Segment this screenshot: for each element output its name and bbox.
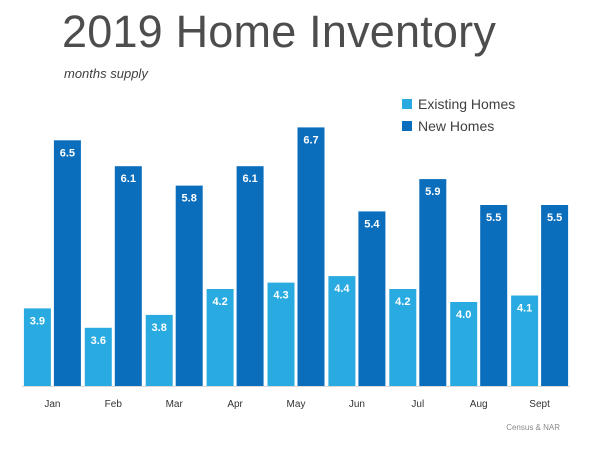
data-label-new-homes-jul: 5.9 bbox=[425, 186, 440, 198]
x-tick-label-jul: Jul bbox=[411, 399, 424, 410]
bar-existing-homes-feb bbox=[84, 327, 112, 386]
legend-label-existing-homes: Existing Homes bbox=[418, 96, 516, 112]
bar-existing-homes-jun bbox=[328, 276, 356, 386]
legend-item-existing-homes: Existing Homes bbox=[402, 93, 515, 115]
chart-title: 2019 Home Inventory bbox=[62, 6, 497, 57]
bar-existing-homes-mar bbox=[145, 314, 173, 386]
x-tick-label-sept: Sept bbox=[529, 399, 550, 410]
bar-existing-homes-sept bbox=[511, 295, 539, 386]
data-label-new-homes-sept: 5.5 bbox=[547, 212, 562, 224]
x-tick-label-jun: Jun bbox=[349, 399, 365, 410]
bar-existing-homes-may bbox=[267, 282, 295, 386]
data-label-existing-homes-feb: 3.6 bbox=[91, 335, 106, 347]
legend-label-new-homes: New Homes bbox=[418, 118, 495, 134]
data-label-new-homes-apr: 6.1 bbox=[242, 173, 257, 185]
data-label-existing-homes-jul: 4.2 bbox=[395, 296, 410, 308]
chart-legend: Existing Homes New Homes bbox=[402, 93, 515, 137]
data-label-existing-homes-may: 4.3 bbox=[273, 290, 288, 302]
bar-new-homes-jan bbox=[53, 140, 81, 386]
data-label-existing-homes-jan: 3.9 bbox=[30, 315, 45, 327]
x-tick-label-mar: Mar bbox=[166, 399, 184, 410]
source-note: Census & NAR bbox=[506, 423, 560, 432]
chart-subtitle: months supply bbox=[64, 66, 148, 81]
bar-existing-homes-apr bbox=[206, 289, 234, 386]
data-label-new-homes-may: 6.7 bbox=[303, 134, 318, 146]
x-tick-label-apr: Apr bbox=[227, 399, 243, 410]
data-label-existing-homes-apr: 4.2 bbox=[212, 296, 227, 308]
data-label-existing-homes-jun: 4.4 bbox=[334, 283, 350, 295]
data-label-existing-homes-sept: 4.1 bbox=[517, 303, 532, 315]
bar-existing-homes-aug bbox=[450, 302, 478, 386]
data-label-new-homes-feb: 6.1 bbox=[121, 173, 136, 185]
x-tick-label-feb: Feb bbox=[105, 399, 123, 410]
data-label-new-homes-aug: 5.5 bbox=[486, 212, 501, 224]
bar-new-homes-jun bbox=[358, 211, 386, 386]
bar-new-homes-jul bbox=[419, 179, 447, 386]
x-tick-label-may: May bbox=[287, 399, 306, 410]
data-label-existing-homes-aug: 4.0 bbox=[456, 309, 471, 321]
bar-new-homes-may bbox=[297, 127, 325, 387]
legend-swatch-existing-homes bbox=[402, 99, 412, 109]
data-label-new-homes-jun: 5.4 bbox=[364, 218, 380, 230]
legend-item-new-homes: New Homes bbox=[402, 115, 515, 137]
bar-new-homes-apr bbox=[236, 166, 264, 386]
bar-existing-homes-jul bbox=[389, 289, 417, 386]
bar-new-homes-aug bbox=[480, 205, 508, 386]
data-label-existing-homes-mar: 3.8 bbox=[152, 322, 167, 334]
data-label-new-homes-mar: 5.8 bbox=[182, 193, 197, 205]
legend-swatch-new-homes bbox=[402, 121, 412, 131]
bar-new-homes-feb bbox=[114, 166, 142, 386]
bar-existing-homes-jan bbox=[23, 308, 51, 386]
x-tick-label-aug: Aug bbox=[470, 399, 488, 410]
data-label-new-homes-jan: 6.5 bbox=[60, 147, 75, 159]
x-tick-label-jan: Jan bbox=[44, 399, 60, 410]
bar-new-homes-sept bbox=[541, 205, 569, 386]
bar-new-homes-mar bbox=[175, 185, 203, 386]
